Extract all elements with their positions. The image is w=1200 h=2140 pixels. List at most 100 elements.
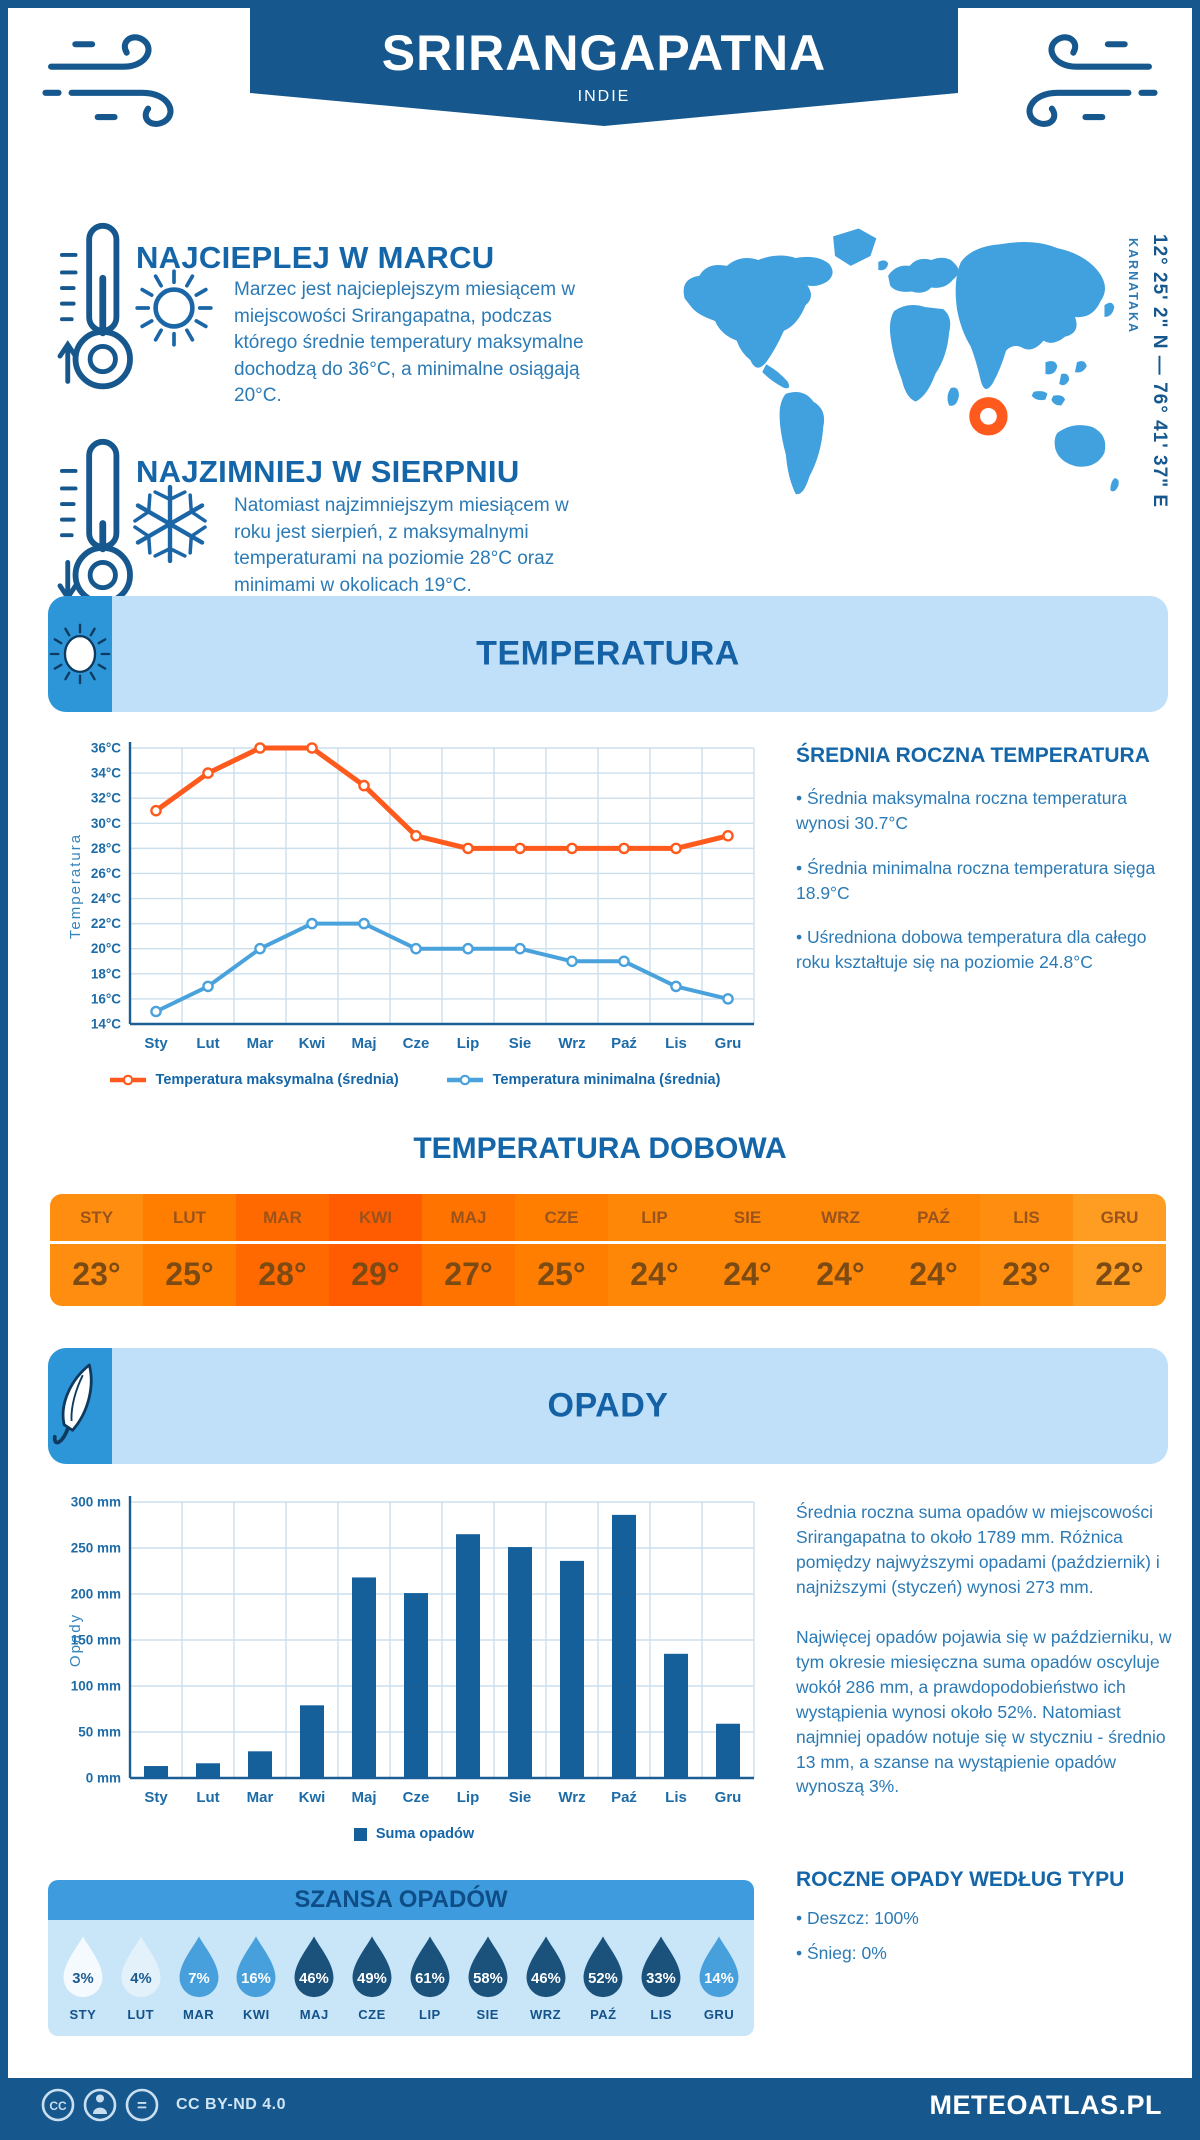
daily-temp-cell: PAŹ 24° — [887, 1194, 980, 1306]
svg-text:18°C: 18°C — [91, 966, 121, 981]
coldest-month-text: Natomiast najzimniejszym miesiącem w rok… — [234, 495, 569, 596]
rain-chance-month: LIP — [419, 2007, 441, 2022]
precipitation-summary: Średnia roczna suma opadów w miejscowośc… — [796, 1500, 1174, 1819]
svg-text:16°C: 16°C — [91, 991, 121, 1006]
precipitation-section-title: OPADY — [547, 1386, 669, 1425]
temperature-section-banner: TEMPERATURA — [48, 596, 1168, 712]
temperature-banner-tab — [48, 596, 112, 712]
precipitation-type-bullet: • Deszcz: 100% — [796, 1908, 919, 1928]
header-banner: SRIRANGAPATNA INDIE — [250, 8, 958, 126]
svg-text:Wrz: Wrz — [558, 1789, 585, 1806]
rain-chance-month: STY — [69, 2007, 97, 2022]
daily-temp-value: 22° — [1073, 1241, 1166, 1306]
raindrop-icon: 16% — [236, 1936, 276, 1998]
rain-chance-month: KWI — [243, 2007, 270, 2022]
rain-chance-item: 49% CZE — [344, 1934, 400, 2022]
daily-temp-value: 24° — [794, 1241, 887, 1306]
daily-temp-cell: MAJ 27° — [422, 1194, 515, 1306]
daily-temp-value: 29° — [329, 1241, 422, 1306]
rain-chance-month: LIS — [650, 2007, 673, 2022]
precipitation-paragraph: Najwięcej opadów pojawia się w październ… — [796, 1627, 1172, 1797]
svg-text:Sie: Sie — [509, 1035, 532, 1052]
precipitation-type-heading: ROCZNE OPADY WEDŁUG TYPU — [796, 1868, 1125, 1891]
temperature-chart-legend: Temperatura maksymalna (średnia) Temperat… — [64, 1072, 764, 1088]
rain-chance-month: LUT — [127, 2007, 155, 2022]
daily-temp-month: LUT — [143, 1194, 236, 1241]
license-block: CC = CC BY-ND 4.0 — [38, 2085, 286, 2125]
temperature-chart: 14°C 16°C 18°C 20°C 22°C 24°C 26°C 28°C 30°C 32°C… — [64, 734, 764, 1088]
daily-temp-cell: MAR 28° — [236, 1194, 329, 1306]
raindrop-icon: 33% — [641, 1936, 681, 1998]
daily-temp-month: LIP — [608, 1194, 701, 1241]
rain-chance-month: GRU — [703, 2007, 735, 2022]
page-title: SRIRANGAPATNA — [381, 25, 827, 81]
rain-chance-item: 14% GRU — [691, 1934, 747, 2022]
daily-temp-value: 23° — [980, 1241, 1073, 1306]
precipitation-section-banner: OPADY — [48, 1348, 1168, 1464]
rain-chance-month: PAŹ — [590, 2007, 617, 2022]
rain-chance-item: 3% STY — [55, 1934, 111, 2022]
svg-text:Lis: Lis — [665, 1789, 687, 1806]
daily-temp-month: MAJ — [422, 1194, 515, 1241]
annual-temperature-summary: ŚREDNIA ROCZNA TEMPERATURA • Średnia mak… — [796, 744, 1168, 995]
svg-text:Cze: Cze — [403, 1789, 430, 1806]
svg-text:Paź: Paź — [611, 1035, 637, 1052]
svg-text:46%: 46% — [299, 1971, 329, 1987]
coldest-month-heading: NAJZIMNIEJ W SIERPNIU — [136, 453, 520, 489]
daily-temperature-heading: TEMPERATURA DOBOWA — [413, 1132, 787, 1165]
svg-text:Paź: Paź — [611, 1789, 637, 1806]
warmest-month-heading: NAJCIEPLEJ W MARCU — [136, 239, 495, 275]
svg-text:Lis: Lis — [665, 1035, 687, 1052]
precipitation-chart-legend: Suma opadów — [64, 1826, 764, 1842]
svg-text:3%: 3% — [72, 1971, 93, 1987]
rain-chance-item: 52% PAŹ — [575, 1934, 631, 2022]
svg-text:14°C: 14°C — [91, 1017, 121, 1032]
daily-temp-cell: KWI 29° — [329, 1194, 422, 1306]
site-label: METEOATLAS.PL — [929, 2089, 1162, 2120]
daily-temp-cell: LIS 23° — [980, 1194, 1073, 1306]
raindrop-icon: 46% — [294, 1936, 334, 1998]
rain-chance-item: 4% LUT — [113, 1934, 169, 2022]
daily-temp-cell: WRZ 24° — [794, 1194, 887, 1306]
legend-line-marker — [109, 1074, 146, 1086]
svg-text:Gru: Gru — [715, 1789, 742, 1806]
svg-text:58%: 58% — [473, 1971, 503, 1987]
umbrella-banner-icon — [52, 1363, 93, 1445]
snowflake-icon — [133, 484, 207, 564]
raindrop-icon: 61% — [410, 1936, 450, 1998]
rain-chance-heading: SZANSA OPADÓW — [48, 1880, 754, 1920]
sun-banner-icon — [49, 623, 111, 685]
precipitation-banner-tab — [48, 1348, 112, 1464]
svg-text:Opady: Opady — [67, 1613, 84, 1667]
daily-temp-month: LIS — [980, 1194, 1073, 1241]
legend-item: Temperatura maksymalna (średnia) — [108, 1072, 399, 1088]
temperature-section-title: TEMPERATURA — [476, 634, 740, 673]
rain-chance-item: 61% LIP — [402, 1934, 458, 2022]
svg-text:46%: 46% — [531, 1971, 561, 1987]
daily-temp-value: 28° — [236, 1241, 329, 1306]
svg-text:61%: 61% — [415, 1971, 445, 1987]
svg-text:Kwi: Kwi — [299, 1035, 326, 1052]
country-label: INDIE — [577, 88, 631, 105]
wind-icon — [42, 34, 174, 127]
svg-text:=: = — [137, 2096, 147, 2115]
svg-text:Sty: Sty — [144, 1789, 168, 1806]
svg-text:Lut: Lut — [196, 1789, 219, 1806]
precipitation-type-block: ROCZNE OPADY WEDŁUG TYPU • Deszcz: 100% … — [796, 1868, 1174, 1976]
svg-text:7%: 7% — [188, 1971, 209, 1987]
svg-text:4%: 4% — [130, 1971, 151, 1987]
legend-item: Temperatura minimalna (średnia) — [445, 1072, 720, 1088]
daily-temp-month: WRZ — [794, 1194, 887, 1241]
raindrop-icon: 14% — [699, 1936, 739, 1998]
svg-text:14%: 14% — [704, 1971, 734, 1987]
raindrop-icon: 4% — [121, 1936, 161, 1998]
daily-temp-value: 24° — [701, 1241, 794, 1306]
summary-bullet: • Uśredniona dobowa temperatura dla całe… — [796, 927, 1147, 973]
svg-text:30°C: 30°C — [91, 816, 121, 831]
daily-temp-value: 24° — [608, 1241, 701, 1306]
daily-temp-value: 27° — [422, 1241, 515, 1306]
precipitation-chart-plot: 0 mm 50 mm 100 mm 150 mm 200 mm 250 mm 300 mm S… — [67, 1495, 755, 1806]
svg-text:50 mm: 50 mm — [78, 1725, 121, 1740]
svg-text:16%: 16% — [242, 1971, 272, 1987]
